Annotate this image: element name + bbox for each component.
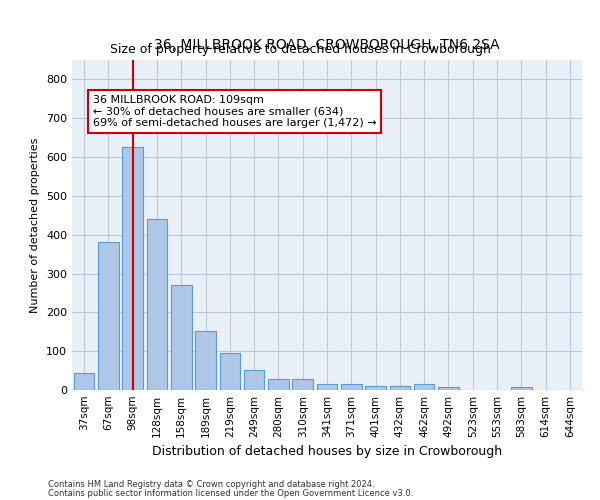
Text: Size of property relative to detached houses in Crowborough: Size of property relative to detached ho… xyxy=(110,42,490,56)
Bar xyxy=(146,219,167,390)
Text: Contains public sector information licensed under the Open Government Licence v3: Contains public sector information licen… xyxy=(48,489,413,498)
Y-axis label: Number of detached properties: Number of detached properties xyxy=(31,138,40,312)
Bar xyxy=(171,285,191,390)
X-axis label: Distribution of detached houses by size in Crowborough: Distribution of detached houses by size … xyxy=(152,446,502,458)
Text: 36 MILLBROOK ROAD: 109sqm
← 30% of detached houses are smaller (634)
69% of semi: 36 MILLBROOK ROAD: 109sqm ← 30% of detac… xyxy=(92,95,376,128)
Bar xyxy=(98,242,119,390)
Bar xyxy=(511,387,532,390)
Bar xyxy=(389,386,410,390)
Bar xyxy=(122,148,143,390)
Bar xyxy=(74,372,94,390)
Bar xyxy=(414,384,434,390)
Bar xyxy=(220,352,240,390)
Bar xyxy=(268,379,289,390)
Bar xyxy=(438,387,459,390)
Bar xyxy=(244,370,265,390)
Bar xyxy=(365,386,386,390)
Bar xyxy=(341,384,362,390)
Text: Contains HM Land Registry data © Crown copyright and database right 2024.: Contains HM Land Registry data © Crown c… xyxy=(48,480,374,489)
Bar xyxy=(195,330,216,390)
Bar xyxy=(317,384,337,390)
Bar xyxy=(292,379,313,390)
Title: 36, MILLBROOK ROAD, CROWBOROUGH, TN6 2SA: 36, MILLBROOK ROAD, CROWBOROUGH, TN6 2SA xyxy=(154,38,500,52)
